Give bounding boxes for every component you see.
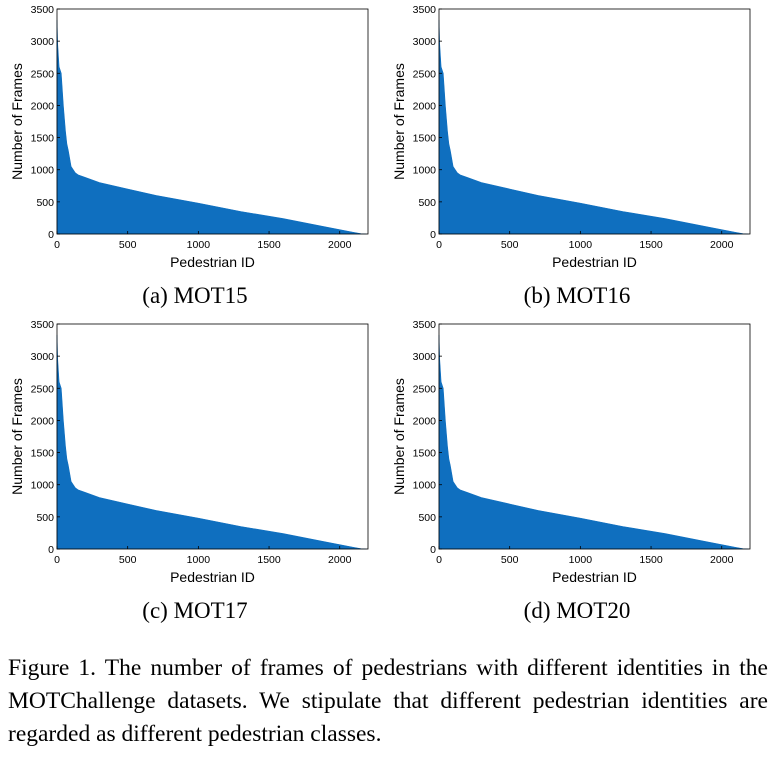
x-tick-label: 1000: [569, 554, 593, 566]
chart-panel-c: 0 500 1000 1500 2000 0 500 1000 1500 2000 2500 3000…: [5, 315, 385, 630]
axes-box: [438, 323, 751, 550]
y-tick-label: 1000: [31, 480, 55, 492]
subcaption-b: (b) MOT16: [523, 283, 631, 308]
y-tick-label: 3000: [31, 36, 55, 48]
y-tick-label: 2000: [31, 415, 55, 427]
y-tick-label: 2500: [413, 68, 437, 80]
x-axis-label: Pedestrian ID: [552, 254, 637, 270]
y-tick-label: 1500: [413, 133, 437, 145]
y-tick-label: 2500: [413, 383, 437, 395]
area-series: [438, 334, 749, 550]
y-tick-label: 1000: [413, 165, 437, 177]
x-axis-label: Pedestrian ID: [170, 254, 255, 270]
figure-caption: Figure 1. The number of frames of pedest…: [8, 655, 768, 747]
x-tick-label: 1500: [257, 239, 281, 251]
x-tick-label: 1000: [187, 554, 211, 566]
x-tick-label: 0: [54, 554, 60, 566]
area-series: [56, 19, 367, 235]
y-tick-label: 500: [418, 512, 436, 524]
y-axis-label: Number of Frames: [391, 63, 407, 180]
chart-panel-b: 0 500 1000 1500 2000 0 500 1000 1500 2000 2500 3000…: [387, 0, 767, 315]
y-tick-label: 500: [36, 512, 54, 524]
x-tick-label: 1000: [187, 239, 211, 251]
axes-box: [56, 323, 369, 550]
y-tick-label: 3500: [413, 319, 437, 331]
y-tick-label: 3000: [31, 351, 55, 363]
x-tick-label: 0: [54, 239, 60, 251]
x-tick-label: 1500: [257, 554, 281, 566]
x-tick-label: 0: [436, 554, 442, 566]
chart-panel-d: 0 500 1000 1500 2000 0 500 1000 1500 2000 2500 3000…: [387, 315, 767, 630]
y-tick-label: 0: [430, 544, 436, 556]
y-tick-label: 500: [418, 197, 436, 209]
subcaption-a: (a) MOT15: [142, 283, 248, 308]
y-axis-label: Number of Frames: [9, 63, 25, 180]
chart-svg-c: 0 500 1000 1500 2000 0 500 1000 1500 2000 2500 3000…: [9, 319, 369, 585]
y-tick-label: 2500: [31, 68, 55, 80]
y-tick-label: 2500: [31, 383, 55, 395]
y-tick-label: 3500: [31, 4, 55, 16]
chart-panel-a: 0 500 1000 1500 2000 0 500 1000 1500 2000 2500 3000…: [5, 0, 385, 315]
y-tick-label: 0: [48, 229, 54, 241]
y-tick-label: 1500: [31, 133, 55, 145]
x-tick-label: 2000: [710, 239, 734, 251]
x-tick-label: 2000: [710, 554, 734, 566]
y-tick-label: 500: [36, 197, 54, 209]
x-tick-label: 0: [436, 239, 442, 251]
y-tick-label: 2000: [413, 415, 437, 427]
chart-svg-d: 0 500 1000 1500 2000 0 500 1000 1500 2000 2500 3000…: [391, 319, 751, 585]
x-tick-label: 500: [501, 554, 519, 566]
x-tick-label: 500: [119, 239, 137, 251]
subcaption-c: (c) MOT17: [142, 598, 248, 623]
y-tick-label: 3500: [31, 319, 55, 331]
y-tick-label: 1500: [31, 448, 55, 460]
x-tick-label: 1000: [569, 239, 593, 251]
y-tick-label: 2000: [413, 100, 437, 112]
axes-box: [56, 8, 369, 235]
chart-svg-b: 0 500 1000 1500 2000 0 500 1000 1500 2000 2500 3000…: [391, 4, 751, 270]
axes-box: [438, 8, 751, 235]
y-tick-label: 3000: [413, 36, 437, 48]
area-series: [438, 19, 749, 235]
y-tick-label: 1000: [413, 480, 437, 492]
x-tick-label: 2000: [328, 554, 352, 566]
y-tick-label: 0: [48, 544, 54, 556]
y-tick-label: 3000: [413, 351, 437, 363]
chart-svg-a: 0 500 1000 1500 2000 0 500 1000 1500 2000 2500 3000…: [9, 4, 369, 270]
area-series: [56, 334, 367, 550]
x-axis-label: Pedestrian ID: [552, 569, 637, 585]
x-tick-label: 500: [119, 554, 137, 566]
x-tick-label: 1500: [639, 554, 663, 566]
y-tick-label: 1000: [31, 165, 55, 177]
y-tick-label: 3500: [413, 4, 437, 16]
y-tick-label: 1500: [413, 448, 437, 460]
x-tick-label: 1500: [639, 239, 663, 251]
y-tick-label: 0: [430, 229, 436, 241]
x-tick-label: 2000: [328, 239, 352, 251]
subcaption-d: (d) MOT20: [523, 598, 631, 623]
y-axis-label: Number of Frames: [9, 378, 25, 495]
y-tick-label: 2000: [31, 100, 55, 112]
y-axis-label: Number of Frames: [391, 378, 407, 495]
x-tick-label: 500: [501, 239, 519, 251]
x-axis-label: Pedestrian ID: [170, 569, 255, 585]
